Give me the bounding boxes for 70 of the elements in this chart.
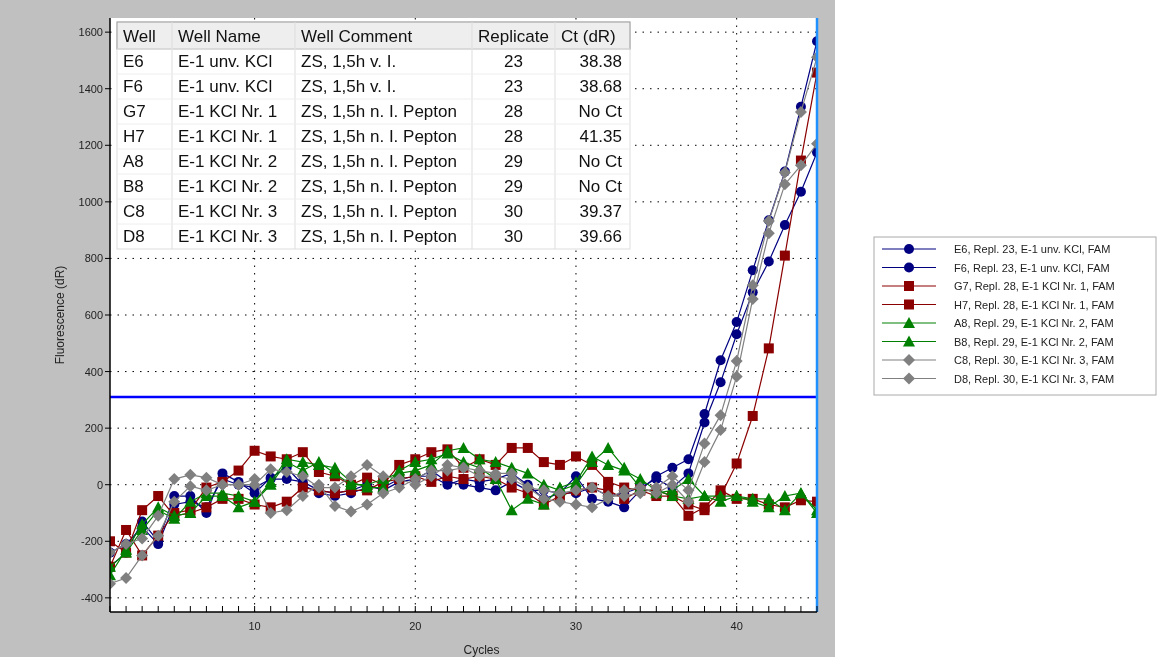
x-tick-label: 30 (569, 620, 583, 632)
y-tick-label: -400 (80, 591, 103, 604)
annotation: ZS, 1,5h n. I. Pepton (301, 227, 457, 246)
legend-label: E6, Repl. 23, E-1 unv. KCl, FAM (954, 243, 1111, 255)
annotation: 39.66 (579, 227, 622, 246)
legend-label: C8, Repl. 30, E-1 KCl Nr. 3, FAM (954, 354, 1115, 366)
annotation: Well Comment (301, 27, 413, 46)
annotation: ZS, 1,5h n. I. Pepton (301, 127, 457, 146)
annotation: 28 (504, 102, 523, 121)
annotation: E-1 KCl Nr. 1 (178, 127, 278, 146)
x-tick-label: 20 (409, 620, 422, 632)
annotation: 30 (504, 227, 523, 246)
annotation: 29 (504, 177, 523, 196)
annotation: 39.37 (579, 202, 622, 221)
y-tick-label: 1000 (78, 195, 103, 208)
y-tick-label: 800 (84, 252, 103, 265)
annotation: No Ct (578, 152, 623, 171)
annotation: 23 (504, 77, 523, 96)
annotation: ZS, 1,5h n. I. Pepton (301, 102, 457, 121)
annotation: D8 (123, 227, 145, 246)
annotation: H7 (123, 127, 145, 146)
annotation: F6 (123, 77, 143, 96)
legend-label: H7, Repl. 28, E-1 KCl Nr. 1, FAM (954, 298, 1115, 311)
y-tick-label: 600 (84, 309, 103, 321)
y-tick-label: 1200 (78, 139, 103, 152)
legend-label: B8, Repl. 29, E-1 KCl Nr. 2, FAM (954, 335, 1114, 348)
annotation: ZS, 1,5h n. I. Pepton (301, 177, 457, 196)
annotation: Ct (dR) (561, 27, 616, 46)
annotation: Well Name (178, 27, 261, 46)
annotation: ZS, 1,5h v. I. (301, 77, 397, 96)
annotation: 38.38 (579, 52, 622, 71)
y-tick-label: 1600 (78, 26, 103, 39)
annotation: E-1 KCl Nr. 2 (178, 177, 278, 196)
annotation: B8 (123, 177, 144, 196)
y-axis-title: Fluorescence (dR) (53, 265, 67, 365)
annotation: ZS, 1,5h v. I. (301, 52, 397, 71)
x-tick-label: 10 (248, 620, 261, 632)
annotation: 28 (504, 127, 523, 146)
annotation: Replicate (478, 27, 549, 46)
annotation: G7 (123, 102, 146, 121)
y-tick-label: 400 (84, 365, 103, 378)
y-tick-label: -200 (80, 535, 103, 548)
annotation: C8 (123, 202, 145, 221)
annotation: Well (123, 27, 156, 46)
y-tick-label: 200 (84, 422, 103, 435)
legend-label: G7, Repl. 28, E-1 KCl Nr. 1, FAM (954, 280, 1115, 292)
annotation: E-1 unv. KCl (178, 77, 273, 96)
annotation: 23 (504, 52, 523, 71)
annotation: No Ct (578, 102, 623, 121)
annotation: ZS, 1,5h n. I. Pepton (301, 152, 457, 171)
annotation: E-1 KCl Nr. 2 (178, 152, 278, 171)
legend-label: F6, Repl. 23, E-1 unv. KCl, FAM (954, 261, 1110, 274)
x-tick-label: 40 (730, 620, 743, 632)
annotation: E-1 KCl Nr. 3 (178, 202, 278, 221)
annotation: E6 (123, 52, 144, 71)
annotation: E-1 KCl Nr. 1 (178, 102, 278, 121)
annotation: A8 (123, 152, 144, 171)
annotation: 30 (504, 202, 523, 221)
annotation: E-1 KCl Nr. 3 (178, 227, 278, 246)
annotation: E-1 unv. KCl (178, 52, 273, 71)
annotation: No Ct (578, 177, 623, 196)
annotation: 41.35 (579, 127, 622, 146)
y-tick-label: 1400 (78, 82, 103, 95)
legend-label: D8, Repl. 30, E-1 KCl Nr. 3, FAM (954, 372, 1115, 385)
annotation: 38.68 (579, 77, 622, 96)
annotation: ZS, 1,5h n. I. Pepton (301, 202, 457, 221)
annotation: 29 (504, 152, 523, 171)
x-axis-title: Cycles (463, 643, 500, 657)
y-tick-label: 0 (96, 478, 103, 491)
legend-label: A8, Repl. 29, E-1 KCl Nr. 2, FAM (954, 317, 1114, 329)
